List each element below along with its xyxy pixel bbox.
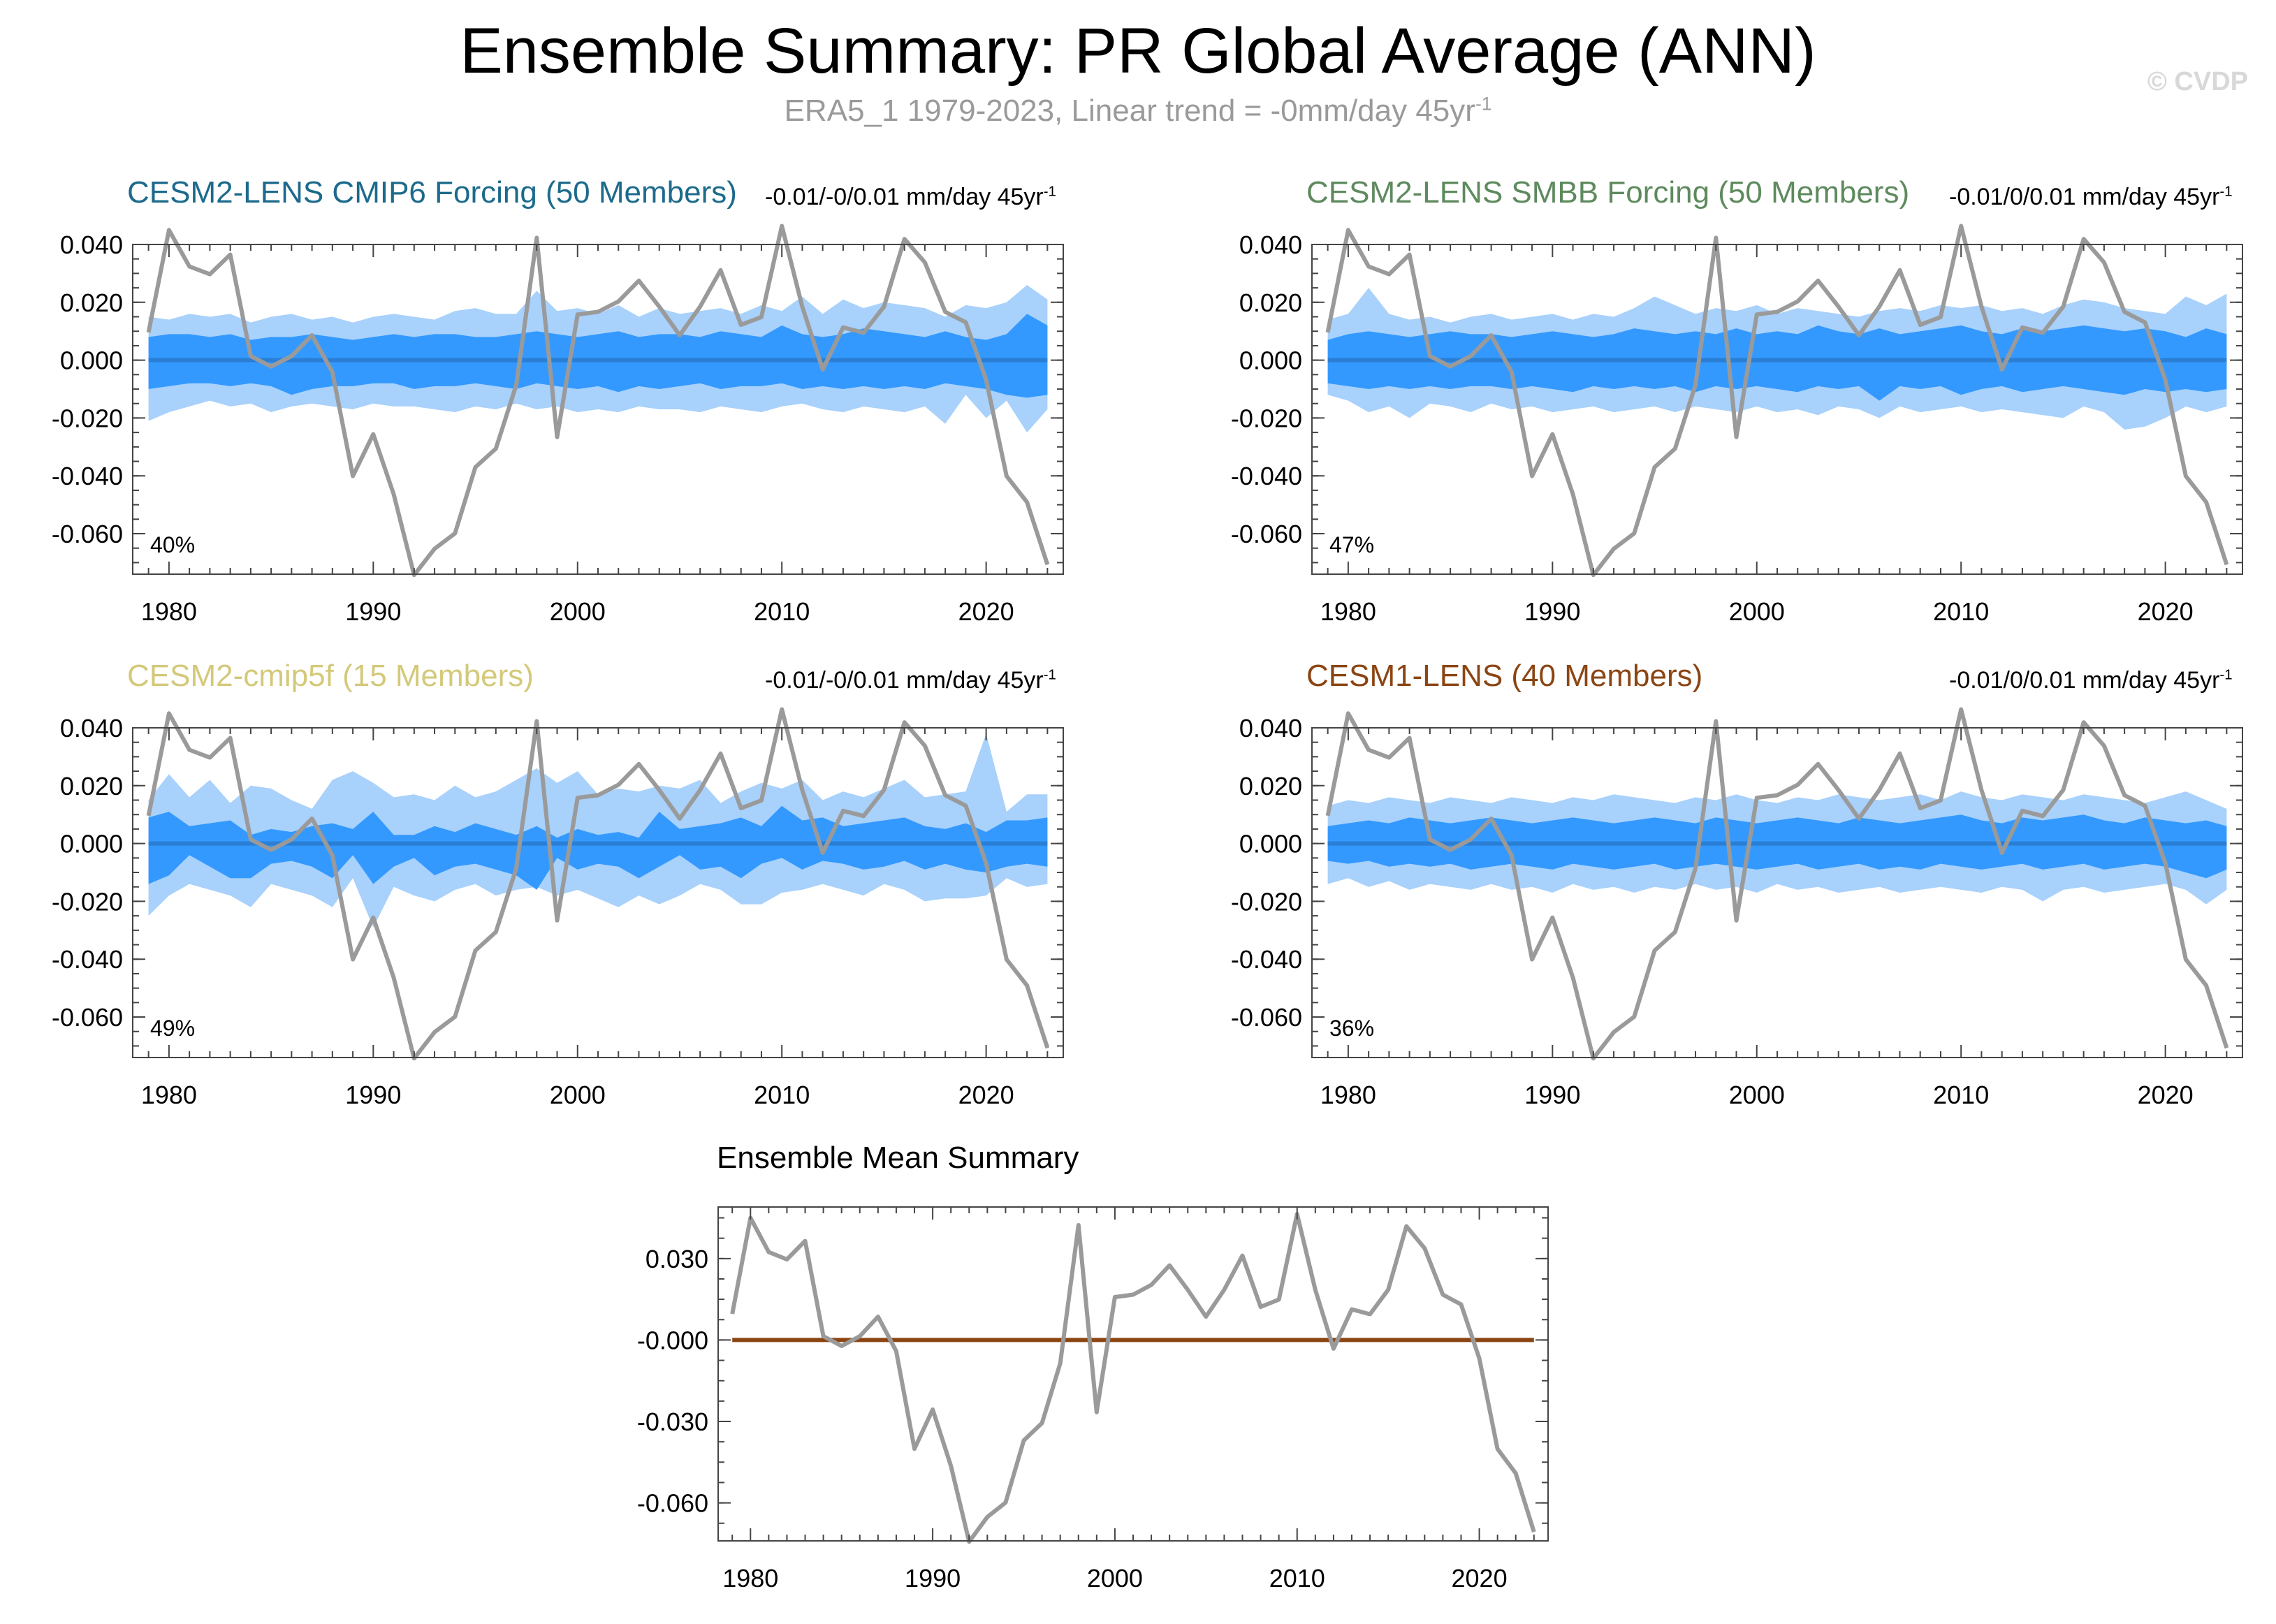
panel2-trend-text: -0.01/0/0.01 mm/day 45yr [1949, 184, 2220, 210]
panel1-trend-text: -0.01/-0/0.01 mm/day 45yr [765, 184, 1044, 210]
panel2-inner-band [1327, 325, 2227, 401]
panel3-observation-line [146, 707, 1050, 1061]
panel2-observation-line [1325, 224, 2229, 578]
panel2-x-tick-label: 1990 [1524, 597, 1580, 626]
panel2-percent-label: 47% [1329, 532, 1375, 557]
panel4-y-tick-label: 0.020 [1239, 772, 1302, 800]
ensemble-mean-y-tick-label: -0.030 [637, 1407, 708, 1436]
panel1-trend-superscript: -1 [1043, 184, 1056, 200]
panel4-y-tick-label: -0.060 [1231, 1003, 1302, 1032]
panel3-percent-label: 49% [150, 1016, 196, 1041]
panel1-x-tick-label: 2010 [754, 597, 810, 626]
ensemble-mean-x-tick-label: 2010 [1269, 1564, 1325, 1593]
ensemble-mean-x-tick-label: 1980 [722, 1564, 778, 1593]
panel4-plot-frame [1311, 727, 2243, 1058]
panel3-y-tick-label: 0.040 [60, 714, 123, 742]
panel4-x-tick-label: 2010 [1933, 1081, 1989, 1109]
panel1-y-tick-label: -0.020 [52, 404, 123, 432]
panel2-y-tick-label: -0.040 [1231, 462, 1302, 490]
ensemble-mean-x-tick-label: 2000 [1087, 1564, 1143, 1593]
panel2-x-tick-label: 1980 [1320, 597, 1376, 626]
panel1-y-tick-label: 0.040 [60, 231, 123, 259]
panel1-x-tick-label: 2020 [958, 597, 1014, 626]
panel1-title: CESM2-LENS CMIP6 Forcing (50 Members) [127, 175, 737, 210]
panel3-chart: 1980 1990 2000 2010 2020 0.040 0.020 0.000 -0.02… [52, 707, 1064, 1109]
panel4-percent-label: 36% [1329, 1016, 1375, 1041]
panel4-chart: 1980 1990 2000 2010 2020 0.040 0.020 0.000 -0.02… [1231, 707, 2243, 1109]
panel3-x-tick-label: 1980 [141, 1081, 197, 1109]
ensemble-mean-x-tick-label: 2020 [1452, 1564, 1508, 1593]
panel3-trend-superscript: -1 [1043, 667, 1056, 683]
panel1-observation-line [146, 224, 1050, 578]
panel4-inner-band [1327, 814, 2227, 879]
panel2-trend-superscript: -1 [2219, 184, 2233, 200]
panel1-x-tick-label: 2000 [550, 597, 606, 626]
panel2-y-tick-label: -0.020 [1231, 404, 1302, 432]
panel3-x-tick-label: 2020 [958, 1081, 1014, 1109]
panel2-trend-label: -0.01/0/0.01 mm/day 45yr-1 [1949, 183, 2233, 211]
panel4-x-tick-label: 1980 [1320, 1081, 1376, 1109]
panel4-x-tick-label: 2000 [1729, 1081, 1785, 1109]
panel1-y-tick-label: 0.000 [60, 346, 123, 375]
subtitle-text: ERA5_1 1979-2023, Linear trend = -0mm/da… [784, 94, 1475, 128]
ensemble-mean-observation-line [730, 1212, 1536, 1544]
panel3-y-tick-label: -0.040 [52, 945, 123, 974]
panel3-y-tick-label: -0.020 [52, 887, 123, 916]
panel2-chart: 1980 1990 2000 2010 2020 0.040 0.020 0.000 -0.02… [1231, 224, 2243, 626]
panel1-inner-band [148, 314, 1048, 398]
panel4-y-tick-label: 0.040 [1239, 714, 1302, 742]
panel4-title: CESM1-LENS (40 Members) [1306, 659, 1703, 693]
panel4-x-tick-label: 2020 [2138, 1081, 2194, 1109]
panel1-y-tick-label: -0.060 [52, 520, 123, 548]
panel2-y-tick-label: 0.020 [1239, 288, 1302, 317]
subtitle-superscript: -1 [1475, 93, 1492, 115]
panel4-observation-line [1325, 707, 2229, 1061]
panel2-x-tick-label: 2020 [2138, 597, 2194, 626]
panel4-y-tick-label: -0.040 [1231, 945, 1302, 974]
panel4-x-tick-label: 1990 [1524, 1081, 1580, 1109]
panel1-chart: 1980 1990 2000 2010 2020 0.040 0.020 0.000 -0.02… [52, 224, 1064, 626]
panel3-y-tick-label: 0.020 [60, 772, 123, 800]
panel3-y-tick-label: -0.060 [52, 1003, 123, 1032]
panel4-y-tick-label: -0.020 [1231, 887, 1302, 916]
panel3-inner-band [148, 805, 1048, 890]
ensemble-mean-y-tick-label: 0.030 [645, 1245, 708, 1273]
panel2-y-tick-label: -0.060 [1231, 520, 1302, 548]
panel3-x-tick-label: 2010 [754, 1081, 810, 1109]
page-title: Ensemble Summary: PR Global Average (ANN… [460, 15, 1816, 87]
panel2-y-tick-label: 0.040 [1239, 231, 1302, 259]
panel1-y-tick-label: 0.020 [60, 288, 123, 317]
ensemble-mean-x-tick-label: 1990 [905, 1564, 961, 1593]
panel1-x-tick-label: 1980 [141, 597, 197, 626]
panel3-trend-label: -0.01/-0/0.01 mm/day 45yr-1 [765, 666, 1056, 694]
panel4-y-tick-label: 0.000 [1239, 830, 1302, 858]
panel3-y-tick-label: 0.000 [60, 830, 123, 858]
panel2-x-tick-label: 2000 [1729, 597, 1785, 626]
ensemble-mean-plot-frame [717, 1206, 1549, 1542]
panel2-x-tick-label: 2010 [1933, 597, 1989, 626]
copyright-watermark: © CVDP [2147, 67, 2248, 96]
panel3-title: CESM2-cmip5f (15 Members) [127, 659, 534, 693]
panel1-trend-label: -0.01/-0/0.01 mm/day 45yr-1 [765, 183, 1056, 211]
panel1-x-tick-label: 1990 [345, 597, 401, 626]
panel4-trend-text: -0.01/0/0.01 mm/day 45yr [1949, 667, 2220, 694]
panel3-x-tick-label: 1990 [345, 1081, 401, 1109]
ensemble-mean-title: Ensemble Mean Summary [717, 1141, 1079, 1175]
panel3-trend-text: -0.01/-0/0.01 mm/day 45yr [765, 667, 1044, 694]
subtitle: ERA5_1 1979-2023, Linear trend = -0mm/da… [0, 92, 2276, 130]
panel4-trend-superscript: -1 [2219, 667, 2233, 683]
ensemble-mean-chart: 1980 1990 2000 2010 2020 0.030 -0.000 -0.030 -0.… [637, 1206, 1549, 1593]
panel1-y-tick-label: -0.040 [52, 462, 123, 490]
panel2-y-tick-label: 0.000 [1239, 346, 1302, 375]
panel1-percent-label: 40% [150, 532, 196, 557]
ensemble-mean-y-tick-label: -0.060 [637, 1489, 708, 1518]
panel3-x-tick-label: 2000 [550, 1081, 606, 1109]
panel2-title: CESM2-LENS SMBB Forcing (50 Members) [1306, 175, 1910, 210]
ensemble-mean-y-tick-label: -0.000 [637, 1326, 708, 1354]
panel4-trend-label: -0.01/0/0.01 mm/day 45yr-1 [1949, 666, 2233, 694]
